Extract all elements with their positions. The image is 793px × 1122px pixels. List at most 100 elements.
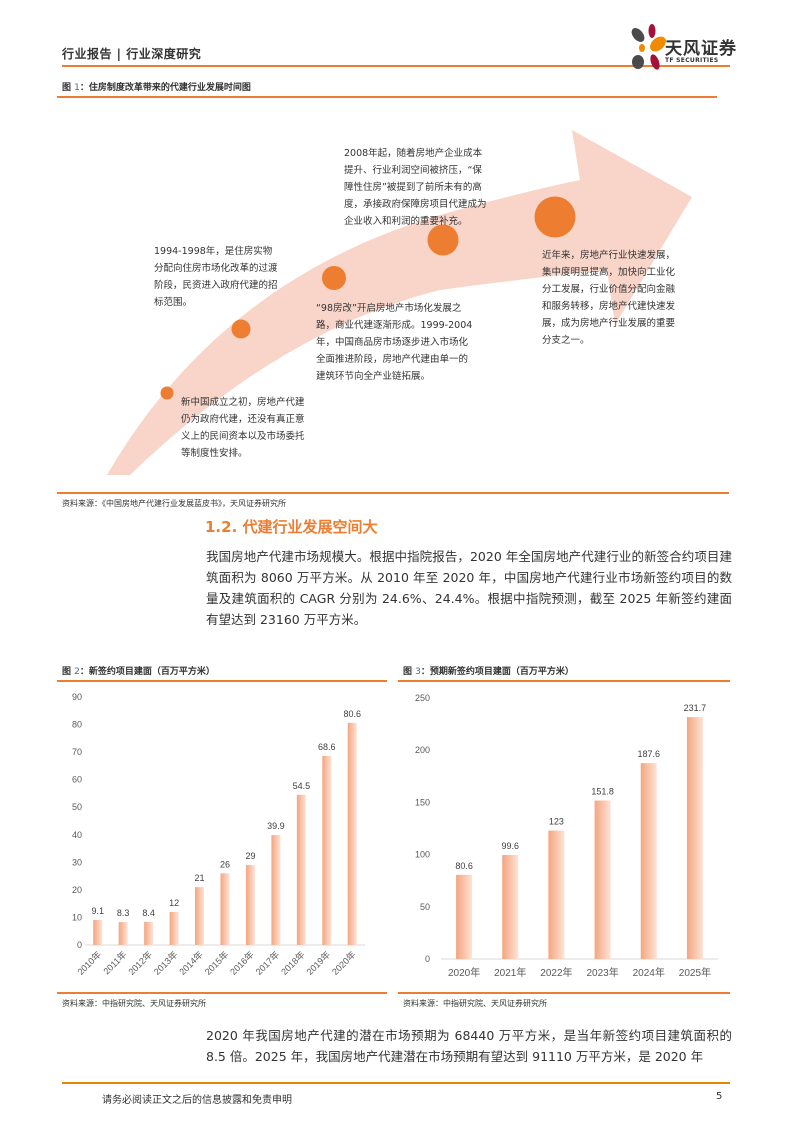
figure3-source: 资料来源：中指研究院、天风证券研究所: [403, 999, 547, 1008]
timeline-dot-4: [427, 224, 459, 256]
bar-value-label: 39.9: [267, 821, 285, 831]
x-axis-tick: 2021年: [494, 966, 526, 979]
chart-bar: [93, 919, 103, 945]
page-number: 5: [716, 1091, 723, 1102]
bar-value-label: 80.6: [455, 861, 473, 871]
figure3-caption: 图 3：预期新签约项目建面（百万平方米）: [403, 667, 574, 677]
section-title: 1.2. 代建行业发展空间大: [205, 518, 378, 536]
bar-value-label: 99.6: [501, 841, 519, 851]
timeline-milestone-4: 2008年起，随着房地产企业成本提升、行业利润空间被挤压，“保障性住房”被提到了…: [344, 148, 487, 227]
bar-value-label: 29: [245, 851, 255, 861]
chart-bar: [548, 830, 565, 959]
chart-new-contract-area: 0 10 20 30 40 50 60 70 80 90 9.1 2010年 8.3 2011年 8.4 20…: [72, 692, 365, 977]
timeline-dot-2: [231, 319, 251, 339]
x-axis-tick: 2015年: [202, 949, 230, 977]
y-axis-tick: 70: [72, 747, 82, 757]
timeline-milestone-3: “98房改”开启房地产市场化发展之路，商业代建逐渐形成。1999-2004年，中…: [316, 303, 473, 382]
chart-bar: [296, 794, 306, 945]
figure1-bottom-divider: [57, 492, 729, 494]
x-axis-tick: 2010年: [75, 949, 103, 977]
logo-text-en: TF SECURITIES: [665, 57, 719, 64]
chart-bar: [686, 717, 703, 959]
bar-value-label: 12: [169, 898, 179, 908]
section-paragraph-2: 2020 年我国房地产代建的潜在市场预期为 68440 万平方米，是当年新签约项…: [206, 1028, 732, 1064]
bar-value-label: 21: [195, 873, 205, 883]
bar-value-label: 231.7: [684, 703, 707, 713]
chart-bar: [456, 874, 473, 959]
y-axis-tick: 60: [72, 775, 82, 785]
bar-value-label: 54.5: [293, 781, 311, 791]
y-axis-tick: 250: [415, 693, 430, 703]
x-axis-tick: 2016年: [228, 949, 256, 977]
x-axis-tick: 2023年: [586, 966, 618, 979]
chart-bar: [169, 911, 179, 945]
x-axis-tick: 2022年: [540, 966, 572, 979]
figure2-bottom-divider: [57, 992, 387, 994]
bar-value-label: 8.3: [117, 908, 130, 918]
y-axis-tick: 150: [415, 797, 430, 807]
section-paragraph-1: 我国房地产代建市场规模大。根据中指院报告，2020 年全国房地产代建行业的新签合…: [206, 549, 732, 627]
figure3-caption-divider: [398, 680, 730, 682]
bar-value-label: 9.1: [91, 906, 104, 916]
y-axis-tick: 200: [415, 745, 430, 755]
figure1-caption: 图 1：住房制度改革带来的代建行业发展时间图: [62, 83, 251, 93]
bar-value-label: 8.4: [142, 908, 155, 918]
timeline-milestone-5: 近年来，房地产行业快速发展，集中度明显提高，加快向工业化分工发展，行业价值分配向…: [542, 250, 676, 346]
bar-value-label: 26: [220, 859, 230, 869]
y-axis-tick: 90: [72, 692, 82, 702]
bar-value-label: 123: [549, 817, 564, 827]
y-axis-tick: 0: [425, 954, 430, 964]
y-axis-tick: 100: [415, 850, 430, 860]
figure2-caption-divider: [57, 680, 387, 682]
chart-bar: [502, 855, 519, 959]
figure1-caption-divider: [57, 96, 717, 98]
bar-value-label: 151.8: [591, 787, 614, 797]
tf-securities-logo-icon: [631, 24, 666, 70]
timeline-milestone-1: 新中国成立之初，房地产代建仍为政府代建，还没有真正意义上的民间资本以及市场委托等…: [181, 397, 305, 459]
y-axis-tick: 0: [77, 940, 82, 950]
y-axis-tick: 50: [420, 902, 430, 912]
timeline-dot-1: [160, 386, 174, 400]
figure3-bottom-divider: [398, 992, 730, 994]
timeline-dot-5: [534, 196, 576, 238]
timeline-dot-3: [322, 266, 346, 290]
chart-bar: [347, 722, 357, 945]
y-axis-tick: 50: [72, 802, 82, 812]
chart-bar: [118, 922, 128, 945]
y-axis-tick: 40: [72, 830, 82, 840]
timeline-milestone-2: 1994-1998年，是住房实物分配向住房市场化改革的过渡阶段，民资进入政府代建…: [154, 246, 278, 308]
figure2-source: 资料来源：中指研究院、天风证券研究所: [62, 999, 206, 1008]
x-axis-tick: 2017年: [253, 949, 281, 977]
x-axis-tick: 2024年: [633, 966, 665, 979]
logo-text-cn: 天风证券: [665, 39, 737, 59]
chart-bar: [640, 763, 657, 959]
chart-bar: [594, 800, 611, 959]
x-axis-tick: 2020年: [448, 966, 480, 979]
chart-bar: [245, 865, 255, 945]
chart-bar: [195, 887, 205, 945]
header-divider: [62, 65, 730, 67]
bar-value-label: 187.6: [637, 749, 660, 759]
chart-bar: [322, 755, 332, 945]
x-axis-tick: 2019年: [304, 949, 332, 977]
timeline-arrow: [107, 130, 692, 475]
x-axis-tick: 2014年: [177, 949, 205, 977]
y-axis-tick: 10: [72, 912, 82, 922]
report-header-title: 行业报告 | 行业深度研究: [62, 47, 202, 61]
bar-value-label: 80.6: [344, 709, 362, 719]
x-axis-tick: 2012年: [126, 949, 154, 977]
x-axis-tick: 2020年: [329, 949, 357, 977]
x-axis-tick: 2018年: [278, 949, 306, 977]
chart-bar: [220, 873, 230, 945]
x-axis-tick: 2025年: [679, 966, 711, 979]
figure1-source: 资料来源：《中国房地产代建行业发展蓝皮书》，天风证券研究所: [62, 499, 286, 508]
chart-forecast-new-contract-area: 0 50 100 150 200 250 80.6 2020年 99.6 2021年 123 2022…: [415, 693, 718, 979]
footer-divider: [62, 1082, 730, 1084]
chart-bar: [144, 921, 154, 945]
figure2-caption: 图 2：新签约项目建面（百万平方米）: [62, 667, 215, 677]
bar-value-label: 68.6: [318, 742, 336, 752]
y-axis-tick: 30: [72, 857, 82, 867]
y-axis-tick: 20: [72, 885, 82, 895]
y-axis-tick: 80: [72, 720, 82, 730]
x-axis-tick: 2013年: [151, 949, 179, 977]
